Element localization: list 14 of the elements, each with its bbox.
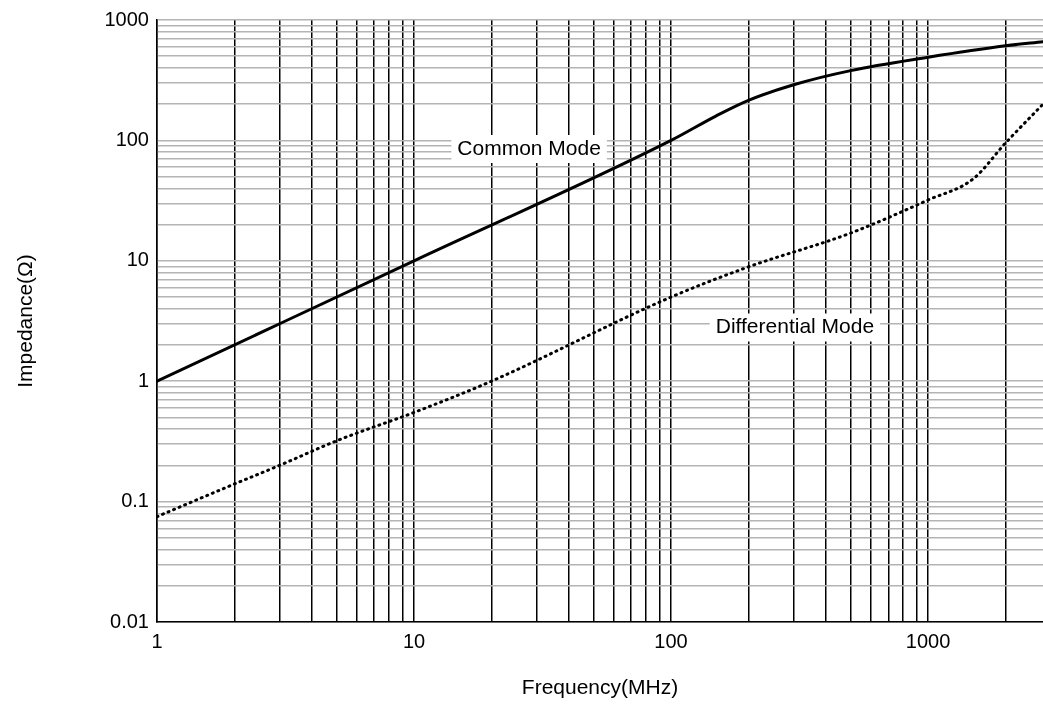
series-label: Differential Mode: [715, 314, 875, 338]
x-tick-label: 10: [402, 629, 426, 652]
y-tick-label: 1: [137, 368, 149, 391]
y-tick-label: 0.01: [110, 609, 149, 632]
y-tick-label: 100: [115, 127, 149, 150]
y-tick-label: 10: [126, 248, 149, 271]
y-tick-label: 0.1: [121, 489, 149, 512]
x-tick-label: 1000: [905, 629, 951, 652]
y-axis-title: Impedance(Ω): [13, 254, 37, 388]
x-tick-label: 100: [654, 629, 688, 652]
x-tick-label: 1: [151, 629, 163, 652]
series-label: Common Mode: [457, 135, 601, 159]
y-tick-label: 1000: [104, 7, 149, 30]
x-axis-title: Frequency(MHz): [521, 675, 679, 699]
